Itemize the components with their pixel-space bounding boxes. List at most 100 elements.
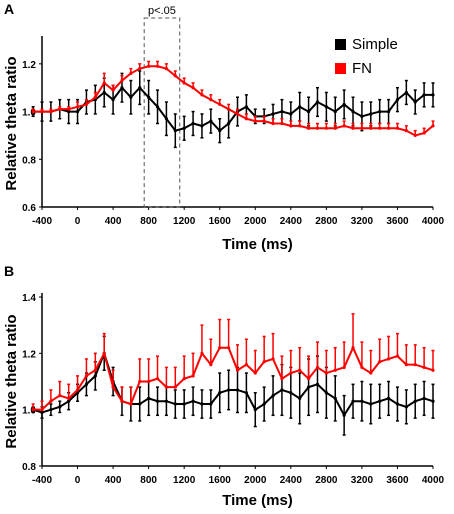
simple-data-point	[289, 112, 293, 116]
x-tick-label: 3600	[386, 216, 409, 227]
legend-label: FN	[352, 60, 372, 77]
significance-box	[143, 17, 181, 208]
fn-data-point	[369, 371, 373, 375]
simple-data-point	[227, 388, 231, 392]
simple-data-point	[200, 402, 204, 406]
simple-data-point	[342, 413, 346, 417]
fn-data-point	[280, 121, 284, 126]
simple-data-point	[306, 385, 311, 389]
fn-data-point	[235, 368, 240, 372]
fn-data-point	[271, 357, 275, 361]
fn-data-point	[49, 399, 53, 403]
simple-data-point	[395, 98, 400, 102]
fn-data-point	[431, 124, 435, 128]
fn-data-point	[315, 126, 320, 130]
simple-data-point	[155, 105, 160, 109]
fn-data-point	[386, 357, 391, 361]
simple-data-point	[289, 391, 293, 395]
simple-data-point	[138, 402, 142, 406]
x-tick-label: 2800	[315, 216, 338, 227]
fn-data-point	[351, 126, 355, 130]
fn-data-point	[378, 360, 382, 364]
fn-data-point	[413, 363, 417, 367]
x-tick-label: 3200	[351, 216, 374, 227]
fn-data-point	[84, 374, 89, 378]
fn-data-point	[253, 119, 257, 123]
fn-data-point	[253, 371, 257, 375]
fn-data-point	[129, 71, 133, 75]
x-tick-label: 1600	[209, 475, 232, 486]
y-tick-label: 0.8	[22, 155, 36, 166]
fn-data-point	[58, 107, 62, 111]
panel-a: A -400 0 400 800 1200 1600 2000 2400 2800 3200 3600…	[3, 1, 445, 253]
significance-label: p<.05	[148, 5, 176, 17]
fn-data-point	[422, 131, 426, 135]
x-tick-label: 1200	[173, 216, 196, 227]
fn-data-point	[173, 74, 177, 78]
fn-data-point	[244, 117, 248, 121]
fn-data-point	[298, 124, 302, 128]
x-tick-label: 0	[75, 216, 81, 227]
x-tick-label: 3600	[386, 475, 409, 486]
simple-data-point	[315, 100, 320, 104]
simple-data-point	[111, 98, 115, 102]
fn-data-point	[369, 126, 373, 130]
fn-data-point	[227, 346, 231, 350]
simple-data-point	[413, 399, 417, 403]
legend-swatch	[335, 39, 346, 50]
fn-data-point	[218, 102, 222, 107]
fn-data-point	[31, 109, 35, 114]
fn-data-point	[120, 78, 124, 83]
simple-data-point	[40, 410, 44, 415]
simple-data-point	[58, 405, 62, 409]
simple-data-point	[253, 408, 257, 412]
fn-data-point	[129, 402, 133, 406]
fn-data-point	[93, 95, 97, 99]
simple-data-point	[218, 391, 222, 395]
x-tick-label: 2400	[280, 216, 303, 227]
simple-data-point	[262, 402, 266, 406]
x-tick-label: 4000	[422, 475, 445, 486]
simple-data-point	[369, 112, 373, 116]
fn-data-point	[351, 346, 355, 350]
fn-data-point	[235, 112, 240, 116]
fn-data-point	[262, 360, 266, 364]
simple-data-point	[298, 396, 302, 400]
simple-data-point	[182, 402, 186, 406]
simple-data-point	[369, 402, 373, 406]
fn-data-point	[93, 368, 97, 372]
fn-data-point	[360, 365, 364, 370]
fn-data-point	[333, 368, 337, 372]
simple-data-point	[244, 391, 248, 395]
simple-data-point	[218, 129, 222, 133]
simple-data-point	[173, 402, 177, 406]
fn-data-point	[342, 124, 346, 128]
x-tick-label: 2000	[244, 475, 267, 486]
simple-data-point	[386, 396, 391, 400]
y-tick-label: 1.2	[22, 349, 36, 360]
fn-data-point	[404, 129, 408, 133]
fn-data-point	[280, 377, 284, 381]
fn-series-line	[33, 65, 434, 137]
y-tick-label: 1.4	[22, 293, 36, 304]
fn-series-line	[33, 345, 434, 411]
simple-data-point	[324, 391, 328, 395]
fn-data-point	[209, 363, 213, 367]
simple-data-point	[191, 121, 195, 126]
simple-data-point	[333, 109, 337, 114]
fn-data-point	[360, 126, 364, 130]
fn-data-point	[378, 126, 382, 130]
x-tick-label: 3200	[351, 475, 374, 486]
fn-data-point	[244, 363, 248, 367]
simple-data-point	[271, 393, 275, 398]
fn-data-point	[111, 88, 115, 92]
fn-data-point	[289, 124, 293, 128]
simple-data-point	[378, 109, 382, 114]
fn-data-point	[395, 354, 400, 358]
x-tick-label: 400	[105, 216, 122, 227]
simple-data-point	[244, 105, 248, 109]
fn-data-point	[342, 365, 346, 370]
simple-data-point	[298, 105, 302, 109]
y-tick-label: 0.8	[22, 462, 36, 473]
fn-data-point	[431, 368, 435, 372]
